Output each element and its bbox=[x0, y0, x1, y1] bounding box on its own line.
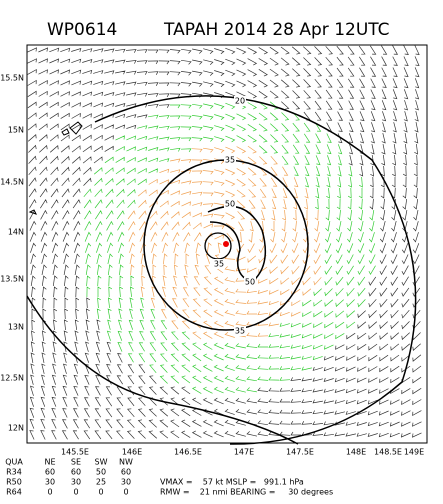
lon-label: 146.5E bbox=[174, 448, 202, 457]
lon-label: 148E bbox=[346, 448, 366, 457]
table-cell: R50 bbox=[6, 478, 22, 487]
table-cell: 25 bbox=[96, 478, 106, 487]
contour-label-bg bbox=[213, 259, 225, 269]
lat-label: 12.5N bbox=[0, 374, 24, 383]
lat-label: 15N bbox=[8, 126, 24, 135]
contour-label-bg bbox=[224, 155, 236, 165]
summary-line: VMAX = 57 kt MSLP = 991.1 hPa bbox=[160, 478, 304, 487]
lon-label: 147.5E bbox=[286, 448, 314, 457]
table-cell: 0 bbox=[98, 488, 103, 497]
storm-center bbox=[223, 241, 229, 247]
contour-label: 35 bbox=[214, 260, 224, 269]
lon-label: 145.5E bbox=[61, 448, 89, 457]
contour-label-bg bbox=[244, 277, 256, 287]
barbs-outer bbox=[27, 45, 422, 440]
contour-label: 35 bbox=[235, 327, 245, 336]
contour-20 bbox=[94, 95, 417, 445]
storm-id: WP0614 bbox=[47, 20, 117, 40]
barbs-34kt bbox=[83, 101, 376, 394]
table-cell: 60 bbox=[71, 468, 81, 477]
barbs-50kt bbox=[127, 145, 322, 340]
plot-frame bbox=[26, 44, 428, 444]
table-cell: R64 bbox=[6, 488, 22, 497]
table-header: NE bbox=[44, 458, 55, 467]
table-cell: 60 bbox=[45, 468, 55, 477]
contour-label-bg bbox=[224, 199, 236, 209]
lon-label: 147E bbox=[234, 448, 254, 457]
lat-label: 14.5N bbox=[0, 178, 24, 187]
lon-label: 146E bbox=[122, 448, 142, 457]
table-header: QUA bbox=[5, 458, 23, 467]
table-header: SW bbox=[95, 458, 108, 467]
table-cell: 30 bbox=[121, 478, 131, 487]
contour-label-bg bbox=[234, 96, 246, 106]
table-cell: 30 bbox=[45, 478, 55, 487]
table-cell: 30 bbox=[71, 478, 81, 487]
contour-label: 20 bbox=[235, 97, 245, 106]
contour-label: 50 bbox=[225, 200, 235, 209]
contour-20b bbox=[26, 295, 299, 445]
lon-label: 148.5E bbox=[374, 448, 402, 457]
lat-label: 13N bbox=[8, 323, 24, 332]
storm-title: TAPAH 2014 28 Apr 12UTC bbox=[163, 20, 390, 40]
contour-label-bg bbox=[234, 326, 246, 336]
contour-label: 50 bbox=[245, 278, 255, 287]
table-cell: 0 bbox=[47, 488, 52, 497]
table-cell: R34 bbox=[6, 468, 22, 477]
lat-label: 13.5N bbox=[0, 275, 24, 284]
table-header: SE bbox=[71, 458, 81, 467]
lat-label: 14N bbox=[8, 228, 24, 237]
lon-label: 149E bbox=[404, 448, 424, 457]
lat-label: 15.5N bbox=[0, 74, 24, 83]
contour-label: 35 bbox=[225, 156, 235, 165]
table-cell: 60 bbox=[121, 468, 131, 477]
table-cell: 0 bbox=[123, 488, 128, 497]
summary-line: RMW = 21 nmi BEARING = 30 degrees bbox=[160, 488, 333, 497]
table-header: NW bbox=[119, 458, 133, 467]
islands bbox=[28, 121, 83, 215]
lat-label: 12N bbox=[8, 424, 24, 433]
wind-barbs bbox=[27, 45, 422, 440]
table-cell: 50 bbox=[96, 468, 106, 477]
table-cell: 0 bbox=[73, 488, 78, 497]
